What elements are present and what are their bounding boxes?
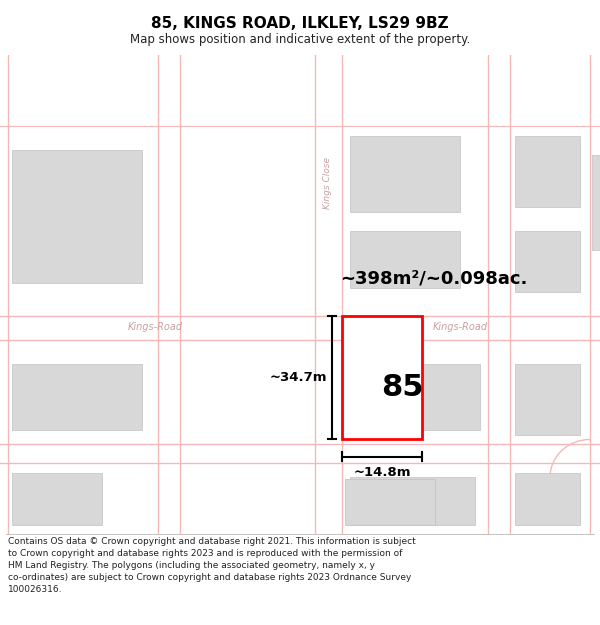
- Bar: [342, 316, 422, 439]
- Bar: [315, 55, 342, 534]
- Bar: [0, 316, 600, 340]
- Text: Kings Close: Kings Close: [323, 157, 332, 209]
- Text: ~398m²/~0.098ac.: ~398m²/~0.098ac.: [340, 269, 527, 287]
- Text: ~14.8m: ~14.8m: [353, 466, 411, 479]
- Bar: [592, 154, 600, 249]
- Bar: [12, 472, 102, 525]
- Bar: [350, 231, 460, 288]
- Bar: [515, 364, 580, 435]
- Bar: [345, 364, 480, 430]
- Text: ~34.7m: ~34.7m: [269, 371, 327, 384]
- Text: Kings-Road: Kings-Road: [433, 322, 488, 332]
- Text: Kings-Road: Kings-Road: [127, 322, 182, 332]
- Text: 85, KINGS ROAD, ILKLEY, LS29 9BZ: 85, KINGS ROAD, ILKLEY, LS29 9BZ: [151, 16, 449, 31]
- Bar: [515, 136, 580, 207]
- Bar: [0, 444, 600, 463]
- Text: Map shows position and indicative extent of the property.: Map shows position and indicative extent…: [130, 32, 470, 46]
- Bar: [350, 136, 460, 212]
- Bar: [345, 479, 435, 525]
- Bar: [350, 478, 475, 525]
- Bar: [488, 55, 510, 534]
- Bar: [12, 150, 142, 283]
- Text: Contains OS data © Crown copyright and database right 2021. This information is : Contains OS data © Crown copyright and d…: [8, 538, 416, 594]
- Text: 85: 85: [381, 372, 423, 402]
- Bar: [515, 472, 580, 525]
- Bar: [342, 316, 422, 439]
- Bar: [515, 231, 580, 292]
- Bar: [158, 55, 180, 534]
- Bar: [12, 364, 142, 430]
